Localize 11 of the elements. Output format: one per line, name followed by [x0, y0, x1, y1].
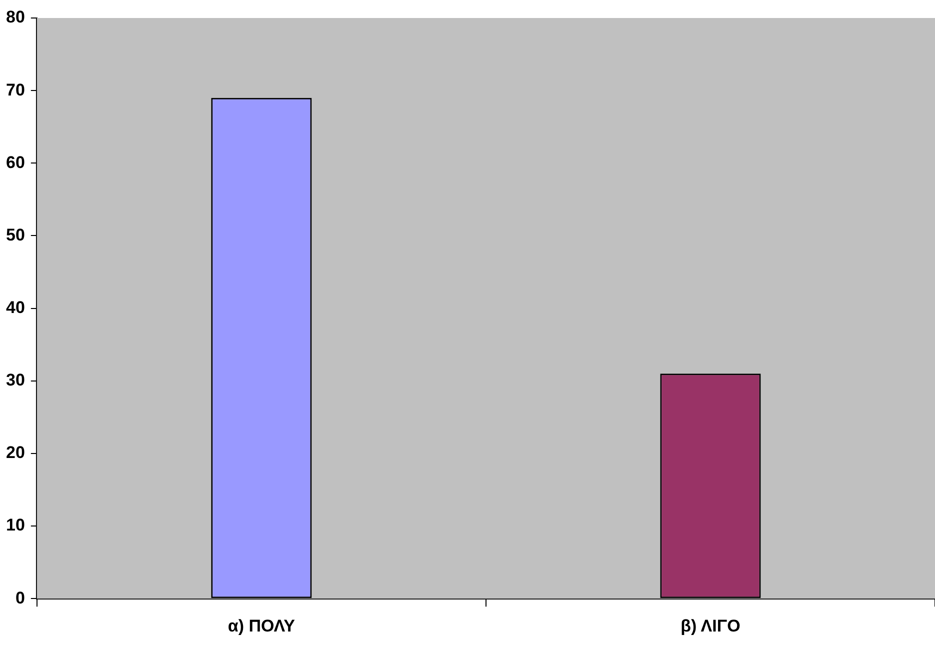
y-tick-label: 30 — [6, 370, 25, 390]
y-tick-label: 20 — [6, 443, 25, 462]
y-tick-label: 70 — [6, 80, 25, 100]
y-tick-label: 0 — [15, 588, 25, 608]
y-tick-label: 50 — [6, 225, 25, 244]
y-tick-label: 60 — [6, 152, 25, 172]
y-tick-label: 40 — [6, 298, 25, 317]
x-tick-label: α) ΠΟΛΥ — [228, 616, 296, 636]
y-tick-label: 80 — [6, 8, 25, 27]
y-tick-label: 10 — [6, 516, 25, 535]
x-tick-label: β) ΛΙΓΟ — [680, 616, 740, 636]
